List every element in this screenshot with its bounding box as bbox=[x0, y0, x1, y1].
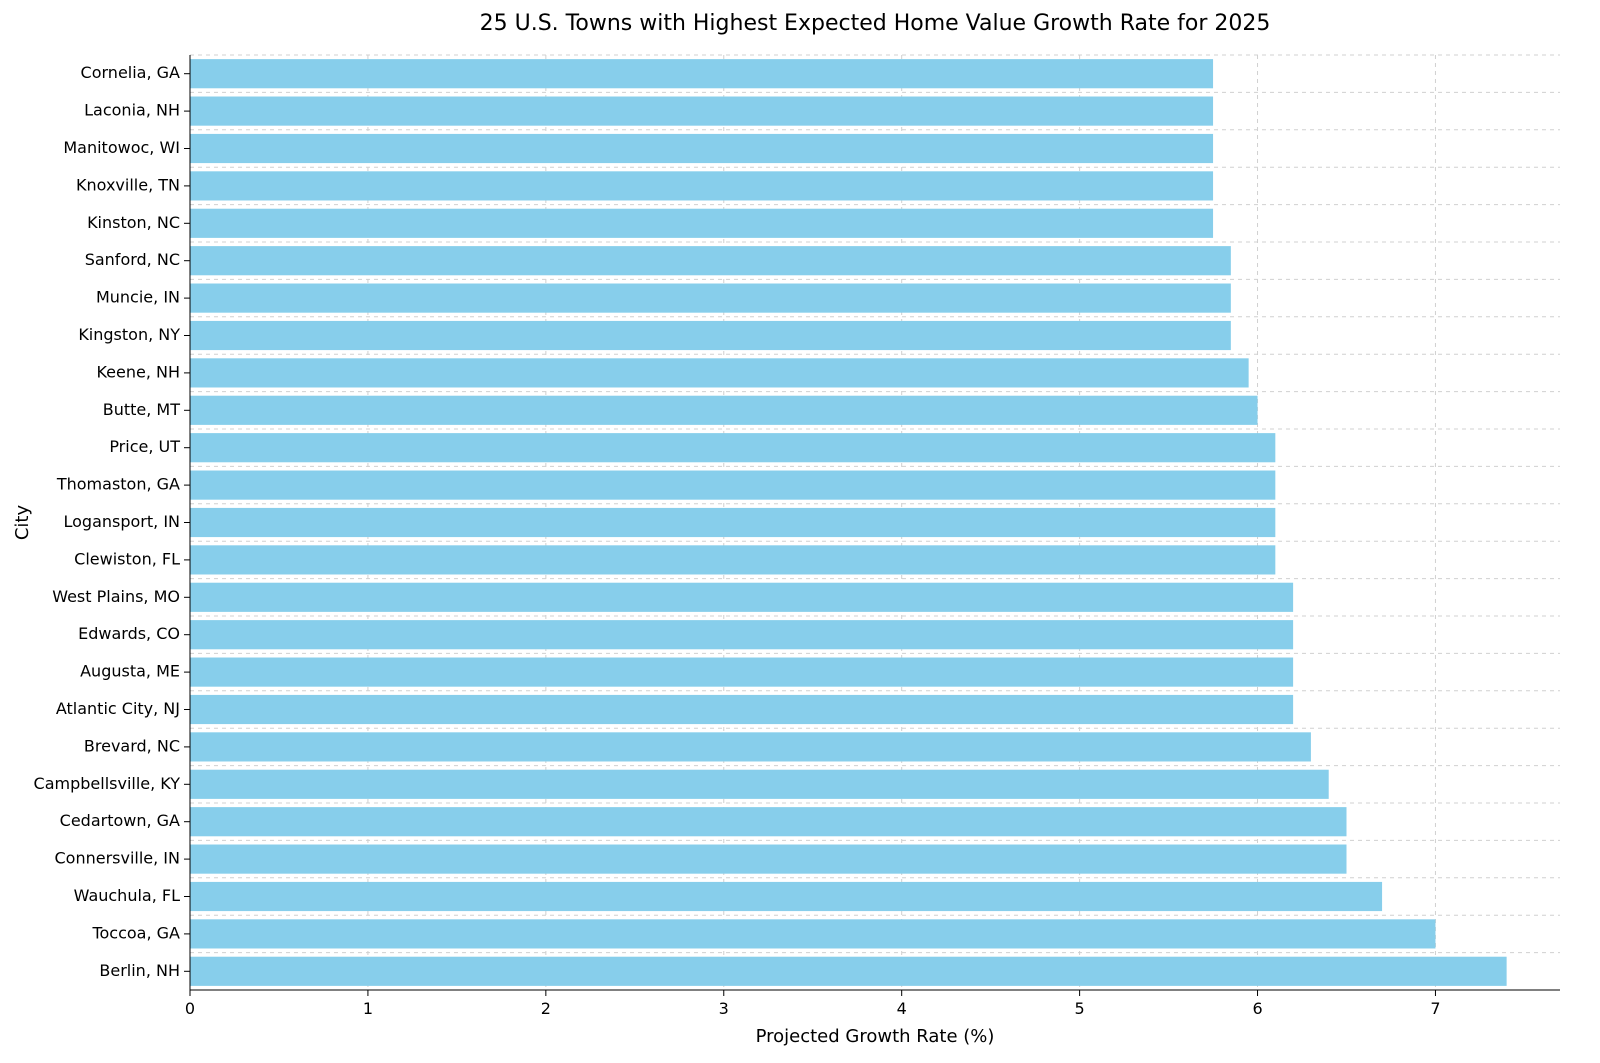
y-tick-label: Kinston, NC bbox=[87, 213, 180, 232]
chart-title: 25 U.S. Towns with Highest Expected Home… bbox=[480, 11, 1271, 36]
x-tick-label: 4 bbox=[897, 999, 907, 1018]
bar bbox=[190, 471, 1275, 500]
bar bbox=[190, 284, 1231, 313]
bar bbox=[190, 919, 1435, 948]
x-axis-label: Projected Growth Rate (%) bbox=[756, 1026, 995, 1047]
y-tick-label: Edwards, CO bbox=[78, 624, 180, 643]
bar bbox=[190, 134, 1213, 163]
y-tick-label: Sanford, NC bbox=[85, 250, 180, 269]
x-tick-label: 7 bbox=[1430, 999, 1440, 1018]
bar bbox=[190, 97, 1213, 126]
bar bbox=[190, 732, 1311, 761]
y-tick-label: Muncie, IN bbox=[96, 288, 180, 307]
bar bbox=[190, 171, 1213, 200]
y-tick-label: Butte, MT bbox=[103, 400, 180, 419]
bar bbox=[190, 545, 1275, 574]
y-tick-label: Toccoa, GA bbox=[91, 923, 180, 942]
y-tick-label: Connersville, IN bbox=[54, 849, 180, 868]
bar bbox=[190, 807, 1346, 836]
bar bbox=[190, 695, 1293, 724]
bar bbox=[190, 59, 1213, 88]
bar bbox=[190, 508, 1275, 537]
bar bbox=[190, 209, 1213, 238]
bar bbox=[190, 246, 1231, 275]
y-tick-label: Laconia, NH bbox=[84, 101, 180, 120]
bar bbox=[190, 583, 1293, 612]
y-tick-label: Price, UT bbox=[109, 437, 180, 456]
bar bbox=[190, 433, 1275, 462]
y-axis-label: City bbox=[12, 505, 33, 541]
y-tick-label: Thomaston, GA bbox=[56, 475, 180, 494]
bar bbox=[190, 620, 1293, 649]
y-tick-label: Cedartown, GA bbox=[60, 811, 180, 830]
y-tick-label: Knoxville, TN bbox=[76, 175, 180, 194]
bar bbox=[190, 396, 1258, 425]
y-tick-label: Brevard, NC bbox=[84, 736, 180, 755]
x-tick-label: 1 bbox=[363, 999, 373, 1018]
y-tick-label: Campbellsville, KY bbox=[34, 774, 181, 793]
bar bbox=[190, 845, 1346, 874]
bar bbox=[190, 770, 1329, 799]
y-tick-label: Logansport, IN bbox=[63, 512, 180, 531]
x-tick-label: 0 bbox=[185, 999, 195, 1018]
y-tick-label: West Plains, MO bbox=[52, 587, 180, 606]
y-tick-label: Atlantic City, NJ bbox=[56, 699, 180, 718]
bar bbox=[190, 882, 1382, 911]
y-tick-label: Manitowoc, WI bbox=[63, 138, 180, 157]
x-tick-label: 3 bbox=[719, 999, 729, 1018]
y-tick-label: Augusta, ME bbox=[80, 662, 180, 681]
chart-container: 0 1 2 3 4 5 6 7 Cornelia, GA Laconia, NH Manitowoc… bbox=[0, 0, 1600, 1063]
bar bbox=[190, 358, 1249, 387]
y-tick-label: Keene, NH bbox=[96, 362, 180, 381]
chart-svg: 0 1 2 3 4 5 6 7 Cornelia, GA Laconia, NH Manitowoc… bbox=[0, 0, 1600, 1063]
y-tick-label: Cornelia, GA bbox=[81, 63, 181, 82]
x-tick-label: 2 bbox=[541, 999, 551, 1018]
y-tick-label: Berlin, NH bbox=[99, 961, 180, 980]
x-tick-label: 6 bbox=[1252, 999, 1262, 1018]
bar bbox=[190, 321, 1231, 350]
bar bbox=[190, 658, 1293, 687]
y-tick-label: Kingston, NY bbox=[78, 325, 180, 344]
y-tick-label: Wauchula, FL bbox=[74, 886, 180, 905]
x-tick-label: 5 bbox=[1075, 999, 1085, 1018]
bar bbox=[190, 957, 1507, 986]
y-tick-label: Clewiston, FL bbox=[74, 549, 180, 568]
